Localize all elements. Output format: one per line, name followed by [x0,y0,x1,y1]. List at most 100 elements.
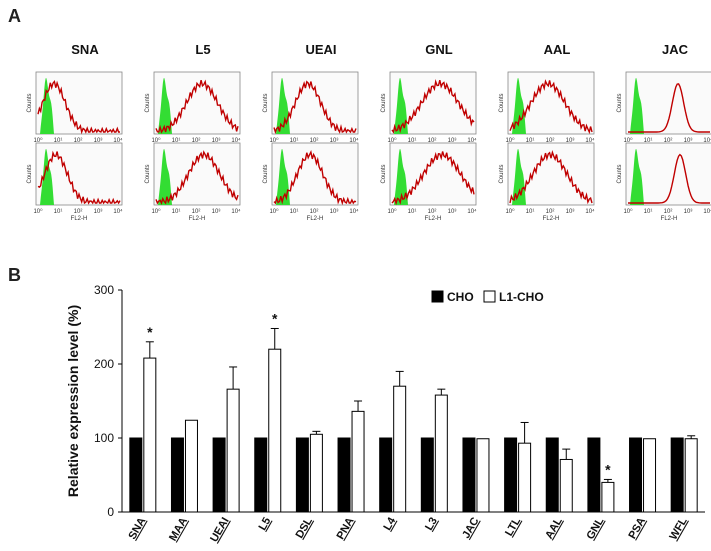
bar-l1-cho-l3 [434,394,448,513]
bar-cho-gnl [587,437,601,513]
bar-cho-l4 [379,437,393,513]
bar-l1-cho-wfl [684,438,698,513]
x-tick-label: 10² [664,138,673,144]
bar-cho-sna [129,437,143,513]
x-tick-label: 10⁴ [467,208,477,215]
x-tick-label: 10⁴ [113,208,123,215]
x-tick-label: 10⁴ [349,208,359,215]
y-axis-label: Counts [617,164,623,183]
control-peak [36,149,54,205]
y-axis-label: Counts [499,164,505,183]
legend-swatch-l1-cho [483,290,496,303]
x-axis-label: FL2-H [71,216,88,222]
x-tick-label: 10⁴ [231,137,241,144]
x-tick-label: 10⁴ [585,208,595,215]
x-tick-label: 10¹ [644,209,653,215]
panel-a-label: A [8,6,21,26]
x-tick-label: 10³ [94,138,103,144]
lectin-title-jac: JAC [662,42,689,57]
category-label-sna: SNA [126,515,148,541]
category-label-l4: L4 [381,515,398,533]
control-peak [36,78,54,134]
bar-cho-l3 [420,437,434,513]
x-tick-label: 10² [428,138,437,144]
x-axis-label: FL2-H [189,216,206,222]
y-tick-label: 200 [94,357,114,371]
x-tick-label: 10⁴ [703,137,711,144]
bar-chart: 0 100 200 300 Relative expression level (%) *… [65,283,705,544]
x-tick-label: 10¹ [290,138,299,144]
x-tick-label: 10⁰ [151,137,161,144]
bar-cho-wfl [670,437,684,513]
bar-l1-cho-psa [643,438,657,513]
x-tick-label: 10⁰ [151,208,161,215]
x-tick-label: 10⁴ [349,137,359,144]
bar-cho-l5 [254,437,268,513]
x-tick-label: 10⁰ [33,137,43,144]
x-tick-label: 10³ [330,209,339,215]
x-tick-label: 10⁰ [269,208,279,215]
x-tick-label: 10³ [684,209,693,215]
x-tick-label: 10³ [94,209,103,215]
sample-trace [509,79,593,135]
bar-l1-cho-ueai [226,388,240,513]
significance-marker-gnl: * [605,461,611,477]
lectin-title-sna: SNA [71,42,99,57]
significance-marker-l5: * [272,310,278,326]
lectin-title-gnl: GNL [425,42,453,57]
sample-trace [628,83,710,133]
y-axis-label: Counts [381,164,387,183]
bar-cho-maa [170,437,184,513]
legend-swatch-cho [431,290,444,303]
category-label-maa: MAA [167,515,190,543]
x-tick-label: 10⁰ [505,208,515,215]
x-tick-label: 10² [192,209,201,215]
bar-cho-aal [545,437,559,513]
histogram-l5-l1-cho: 10⁰ 10¹ 10² 10³ 10⁴ FL2-H Counts [145,142,241,222]
bar-l1-cho-dsl [309,433,323,513]
category-label-l5: L5 [257,516,274,533]
lectin-title-aal: AAL [544,42,571,57]
y-axis-label: Counts [27,93,33,112]
control-peak [390,78,408,134]
control-peak [154,78,172,134]
y-tick-label: 300 [94,283,114,297]
category-label-ltl: LTL [503,515,523,538]
significance-marker-sna: * [147,324,153,340]
category-label-dsl: DSL [294,515,316,540]
bar-l1-cho-maa [184,419,198,513]
sample-trace [37,79,120,135]
histogram-sna-l1-cho: 10⁰ 10¹ 10² 10³ 10⁴ FL2-H Counts [27,142,123,222]
x-tick-label: 10¹ [54,209,63,215]
sample-trace [391,151,475,206]
sample-trace [155,150,239,205]
y-axis-label: Counts [263,93,269,112]
bar-cho-psa [629,437,643,513]
sample-trace [391,79,475,134]
legend-label-l1-cho: L1-CHO [499,290,544,304]
x-tick-label: 10² [664,209,673,215]
bar-l1-cho-gnl [601,481,615,513]
y-axis-title: Relative expression level (%) [65,305,81,497]
x-tick-label: 10¹ [172,138,181,144]
x-tick-label: 10⁰ [269,137,279,144]
y-axis-label: Counts [263,164,269,183]
sample-trace [509,149,593,205]
x-tick-label: 10⁰ [387,208,397,215]
y-axis-label: Counts [381,93,387,112]
x-tick-label: 10⁴ [231,208,241,215]
x-tick-label: 10¹ [526,138,535,144]
x-axis-label: FL2-H [543,216,560,222]
y-axis-label: Counts [27,164,33,183]
x-tick-label: 10² [546,138,555,144]
y-axis-label: Counts [617,93,623,112]
x-tick-label: 10³ [566,138,575,144]
x-tick-label: 10¹ [408,138,417,144]
x-tick-label: 10² [310,138,319,144]
x-tick-label: 10¹ [408,209,417,215]
x-tick-label: 10³ [212,209,221,215]
category-label-psa: PSA [626,515,648,541]
